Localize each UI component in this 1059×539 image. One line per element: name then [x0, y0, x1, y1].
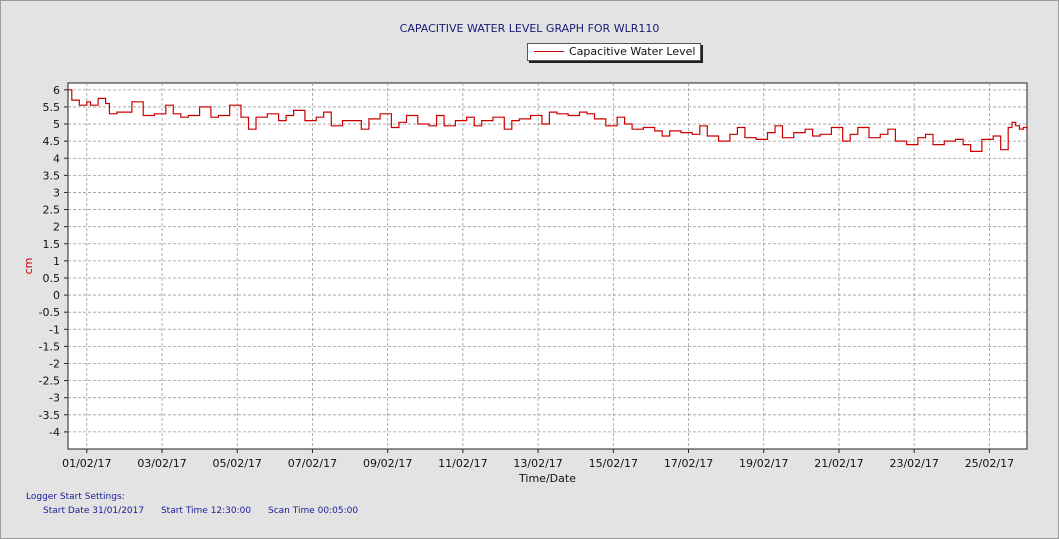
- y-tick-label: -2.5: [39, 375, 60, 388]
- x-tick-label: 25/02/17: [965, 457, 1014, 470]
- start-date: Start Date 31/01/2017: [43, 506, 145, 516]
- y-tick-label: 4: [53, 152, 60, 165]
- y-tick-label: 3.5: [43, 169, 61, 182]
- y-tick-label: 0: [53, 289, 60, 302]
- chart-legend: Capacitive Water Level: [527, 43, 701, 61]
- y-tick-label: -3: [49, 392, 60, 405]
- x-tick-label: 05/02/17: [213, 457, 262, 470]
- x-axis-label: Time/Date: [518, 472, 576, 485]
- y-tick-label: 5.5: [43, 101, 61, 114]
- y-axis-label: cm: [22, 258, 35, 275]
- x-tick-label: 21/02/17: [814, 457, 863, 470]
- x-tick-label: 15/02/17: [589, 457, 638, 470]
- x-tick-label: 13/02/17: [513, 457, 562, 470]
- x-tick-label: 03/02/17: [137, 457, 186, 470]
- y-tick-label: -0.5: [39, 306, 60, 319]
- y-tick-label: -1: [49, 323, 60, 336]
- chart-title: CAPACITIVE WATER LEVEL GRAPH FOR WLR110: [399, 22, 660, 35]
- x-tick-label: 11/02/17: [438, 457, 487, 470]
- logger-settings-values: Start Date 31/01/2017 Start Time 12:30:0…: [43, 506, 372, 516]
- y-tick-label: 0.5: [43, 272, 61, 285]
- x-tick-label: 19/02/17: [739, 457, 788, 470]
- y-tick-label: 6: [53, 84, 60, 97]
- x-tick-label: 09/02/17: [363, 457, 412, 470]
- legend-label: Capacitive Water Level: [569, 45, 696, 58]
- x-tick-label: 01/02/17: [62, 457, 111, 470]
- y-tick-label: -2: [49, 357, 60, 370]
- y-tick-label: -4: [49, 426, 60, 439]
- y-tick-label: 1: [53, 255, 60, 268]
- start-time: Start Time 12:30:00: [160, 506, 252, 516]
- y-tick-label: 2.5: [43, 204, 61, 217]
- legend-swatch: [534, 51, 564, 52]
- y-tick-label: 2: [53, 221, 60, 234]
- y-tick-label: 5: [53, 118, 60, 131]
- y-tick-label: -1.5: [39, 340, 60, 353]
- y-tick-label: -3.5: [39, 409, 60, 422]
- x-tick-label: 23/02/17: [889, 457, 938, 470]
- y-tick-label: 4.5: [43, 135, 61, 148]
- logger-settings-header: Logger Start Settings:: [26, 492, 125, 502]
- x-tick-label: 17/02/17: [664, 457, 713, 470]
- y-tick-label: 1.5: [43, 238, 61, 251]
- x-tick-label: 07/02/17: [288, 457, 337, 470]
- scan-time: Scan Time 00:05:00: [268, 506, 359, 516]
- series-line-capacitive-water-level: [68, 89, 1028, 152]
- plot-area: [67, 82, 1028, 450]
- y-tick-label: 3: [53, 186, 60, 199]
